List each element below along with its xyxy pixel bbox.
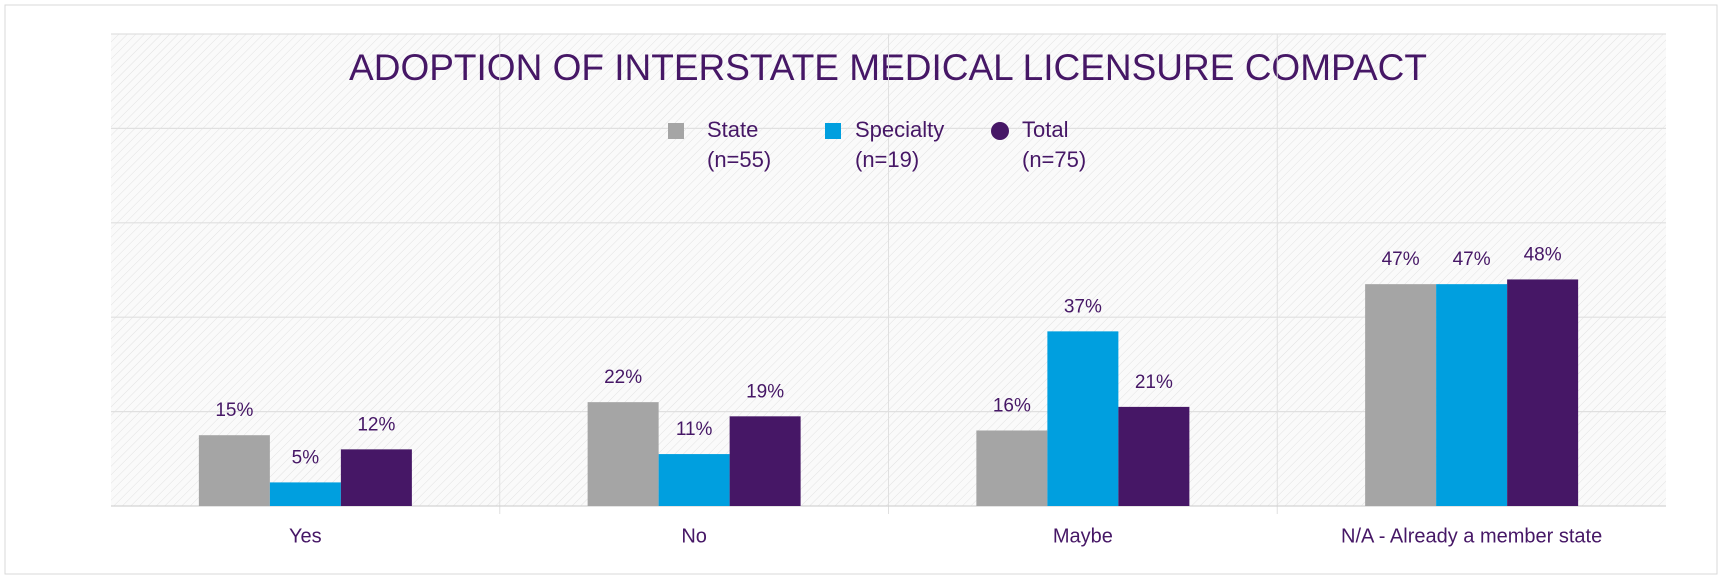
legend-marker bbox=[668, 123, 684, 139]
data-label: 16% bbox=[993, 395, 1031, 416]
legend-label: State (n=55) bbox=[707, 117, 772, 172]
x-tick-label: Yes bbox=[289, 525, 322, 547]
x-tick-label: Maybe bbox=[1053, 525, 1113, 547]
data-label: 21% bbox=[1135, 372, 1173, 393]
data-label: 22% bbox=[604, 367, 642, 388]
legend-marker bbox=[991, 122, 1009, 140]
bar bbox=[1118, 406, 1190, 506]
bar bbox=[1436, 284, 1508, 506]
data-label: 47% bbox=[1382, 249, 1420, 270]
data-label: 19% bbox=[746, 381, 784, 402]
bar bbox=[729, 416, 801, 506]
bar bbox=[198, 435, 270, 506]
legend-label: Total (n=75) bbox=[1022, 117, 1087, 172]
legend-label: Specialty (n=19) bbox=[855, 117, 945, 172]
data-label: 48% bbox=[1524, 244, 1562, 265]
data-label: 37% bbox=[1064, 296, 1102, 317]
data-label: 11% bbox=[676, 419, 713, 440]
data-label: 12% bbox=[357, 414, 395, 435]
data-label: 47% bbox=[1453, 249, 1491, 270]
bar bbox=[1047, 331, 1119, 506]
bar bbox=[658, 454, 730, 506]
bar bbox=[976, 430, 1048, 506]
x-tick-label: N/A - Already a member state bbox=[1341, 525, 1602, 547]
bar bbox=[1365, 284, 1437, 506]
data-label: 15% bbox=[215, 400, 253, 421]
bar bbox=[587, 402, 659, 506]
bar bbox=[1507, 279, 1579, 506]
data-label: 5% bbox=[292, 447, 320, 468]
legend-marker bbox=[825, 123, 841, 139]
bar bbox=[340, 449, 412, 506]
x-tick-label: No bbox=[681, 525, 707, 547]
bar bbox=[269, 482, 341, 506]
